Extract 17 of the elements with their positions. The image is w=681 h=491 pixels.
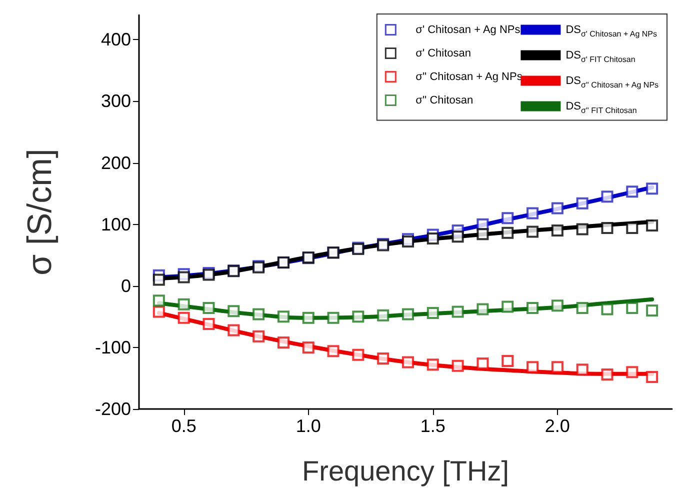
y-tick-label: 100 <box>100 214 131 234</box>
y-tick-label: 400 <box>100 30 131 50</box>
legend-label: σ' Chitosan + Ag NPs <box>416 24 521 36</box>
y-tick-label: 0 <box>120 276 131 296</box>
x-tick-label: 2.0 <box>544 416 570 436</box>
y-tick-label: -200 <box>94 399 131 419</box>
y-tick-label: 200 <box>100 152 131 173</box>
legend-label: σ'' Chitosan <box>416 94 474 106</box>
x-tick-label: 0.5 <box>171 416 196 436</box>
x-axis-title: Frequency [THz] <box>302 456 509 486</box>
y-tick-label: 300 <box>100 91 131 112</box>
legend-label: σ' Chitosan <box>416 47 472 60</box>
x-tick-label: 1.5 <box>420 416 446 436</box>
y-tick-label: -100 <box>94 337 131 358</box>
x-tick-label: 1.0 <box>296 416 321 436</box>
legend-label: σ'' Chitosan + Ag NPs <box>416 70 523 83</box>
y-axis-title: σ [S/cm] <box>21 148 59 276</box>
